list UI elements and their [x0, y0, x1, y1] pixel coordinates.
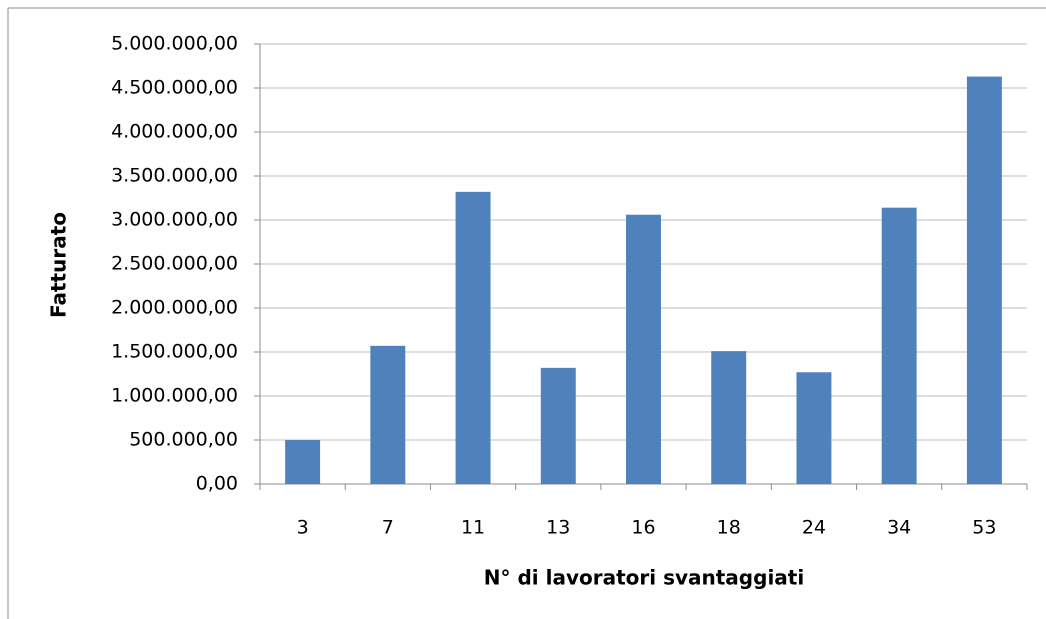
y-tick-label: 2.500.000,00 — [111, 253, 238, 275]
x-tick-label: 18 — [717, 517, 741, 539]
x-tick-label: 24 — [802, 517, 826, 539]
bar — [455, 191, 491, 484]
bar — [881, 207, 917, 484]
x-tick-label: 34 — [887, 517, 911, 539]
x-axis-title: N° di lavoratori svantaggiati — [484, 566, 804, 590]
y-tick-label: 1.500.000,00 — [111, 341, 238, 363]
x-tick-label: 53 — [972, 517, 996, 539]
y-tick-label: 1.000.000,00 — [111, 385, 238, 407]
bar — [285, 440, 321, 484]
bar — [796, 372, 832, 484]
y-tick-label: 500.000,00 — [129, 429, 238, 451]
bar — [711, 351, 747, 484]
y-axis-title: Fatturato — [47, 212, 71, 318]
y-tick-label: 4.000.000,00 — [111, 121, 238, 143]
x-tick-label: 3 — [297, 517, 309, 539]
x-tick-label: 16 — [631, 517, 655, 539]
y-tick-label: 4.500.000,00 — [111, 77, 238, 99]
y-tick-label: 3.000.000,00 — [111, 209, 238, 231]
x-tick-label: 13 — [546, 517, 570, 539]
y-tick-label: 5.000.000,00 — [111, 33, 238, 55]
x-tick-label: 7 — [382, 517, 394, 539]
bar — [966, 76, 1002, 484]
y-tick-label: 2.000.000,00 — [111, 297, 238, 319]
x-tick-label: 11 — [461, 517, 485, 539]
bar — [370, 345, 406, 484]
bar — [626, 214, 661, 484]
y-tick-label: 3.500.000,00 — [111, 165, 238, 187]
y-tick-label: 0,00 — [196, 473, 238, 495]
bar — [540, 367, 576, 484]
